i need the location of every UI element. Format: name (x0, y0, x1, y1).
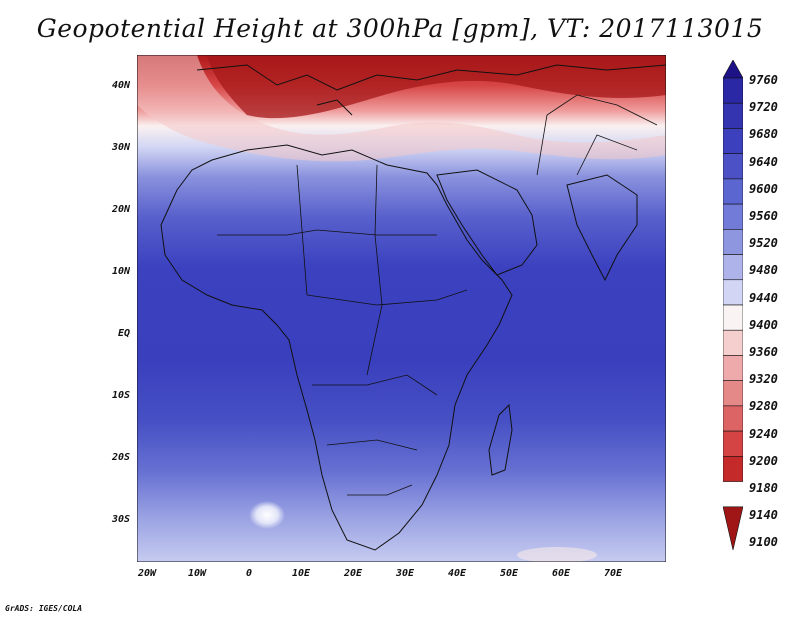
colorbar-level-label: 9760 (749, 73, 778, 87)
colorbar-level-label: 9560 (749, 209, 778, 223)
lon-label: 70E (603, 568, 623, 579)
lon-label: 60E (551, 568, 571, 579)
colorbar-level-label: 9140 (749, 508, 778, 523)
colorbar-box (723, 178, 743, 205)
colorbar-box (723, 405, 743, 432)
lon-label: 10W (187, 568, 207, 579)
lat-label: 40N (111, 80, 130, 91)
colorbar-box (723, 329, 743, 356)
lat-label: 20S (111, 452, 130, 463)
colorbar-level-label: 9360 (749, 345, 778, 359)
lat-label: EQ (117, 328, 130, 339)
africa-outline (160, 144, 513, 551)
colorbar-box (723, 254, 743, 281)
lat-label: 20N (111, 204, 130, 215)
lat-label: 30N (111, 142, 130, 153)
colorbar-box (723, 380, 743, 407)
lon-label: 0 (245, 568, 253, 579)
colorbar-level-label: 9400 (749, 317, 778, 332)
colorbar-arrow (723, 506, 743, 550)
colorbar-box (723, 229, 743, 255)
colorbar-level-label: 9680 (749, 127, 778, 142)
colorbar-level-label: 9200 (749, 453, 778, 468)
lon-label: 50E (499, 568, 519, 579)
colorbar-box (723, 456, 743, 482)
colorbar-level-label: 9100 (749, 535, 778, 550)
lat-label: 30S (111, 514, 130, 525)
lon-label: 20E (343, 568, 363, 579)
colorbar-box (723, 77, 743, 104)
colorbar-box (723, 153, 743, 180)
colorbar-level-label: 9640 (749, 154, 778, 169)
colorbar-level-label: 9480 (749, 263, 778, 278)
colorbar-box (723, 355, 743, 381)
colorbar-level-label: 9520 (749, 236, 778, 251)
colorbar-box (723, 279, 743, 306)
lat-label: 10S (111, 390, 130, 401)
lon-label: 40E (447, 568, 467, 579)
lon-label: 20W (137, 568, 157, 579)
colorbar-box (723, 102, 743, 129)
lon-label: 10E (291, 568, 311, 579)
colorbar-box (723, 430, 743, 457)
colorbar-level-label: 9600 (749, 181, 778, 196)
colorbar-level-label: 9240 (749, 426, 778, 441)
colorbar-level-label: 9280 (749, 399, 778, 414)
colorbar-level-label: 9720 (749, 100, 778, 115)
colorbar-arrow (723, 60, 743, 79)
colorbar (723, 60, 743, 550)
colorbar-box (723, 128, 743, 154)
map-title: Geopotential Height at 300hPa [gpm], VT:… (36, 14, 764, 43)
colorbar-level-label: 9320 (749, 372, 778, 387)
lat-label: 10N (111, 266, 130, 277)
lon-label: 30E (395, 568, 415, 579)
credit-text: GrADS: IGES/COLA (5, 604, 83, 613)
colorbar-level-label: 9180 (749, 481, 778, 495)
colorbar-box (723, 203, 743, 230)
colorbar-box (723, 304, 743, 331)
geopotential-height-map (137, 55, 666, 562)
colorbar-level-label: 9440 (749, 290, 778, 305)
